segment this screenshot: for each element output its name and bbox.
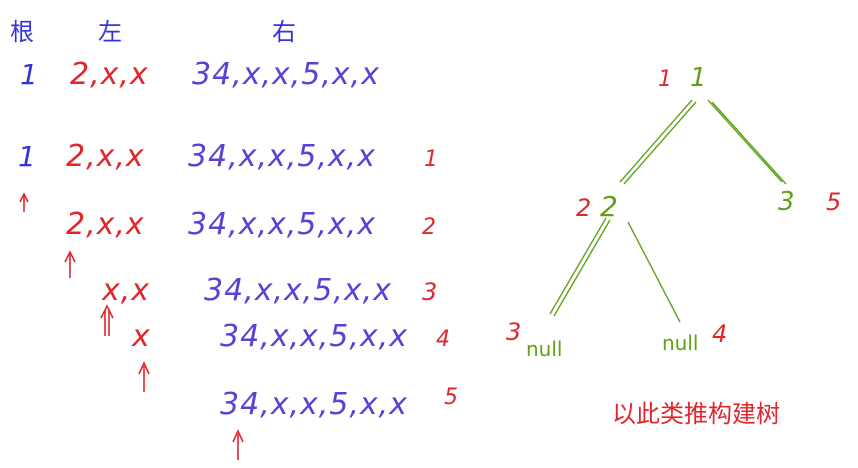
row2-left: 2,x,x: [66, 139, 145, 174]
edge-left-rightleaf: [627, 221, 681, 323]
pointer-arrow-3: [100, 304, 114, 336]
header-left: 左: [98, 18, 122, 46]
row5-step: 4: [436, 327, 450, 352]
tree-leftleaf-value: null: [526, 337, 562, 361]
tree-edges: [549, 99, 787, 323]
tree-left-value: 2: [600, 190, 618, 223]
pointer-arrow-2: [64, 250, 76, 278]
tree-root-value: 1: [690, 63, 707, 93]
row4-left: x,x: [101, 273, 150, 308]
row3-step: 2: [422, 215, 436, 240]
edge-root-left: [619, 99, 693, 183]
row3-right: 34,x,x,5,x,x: [188, 207, 376, 242]
row5-right: 34,x,x,5,x,x: [220, 319, 408, 354]
row6-right: 34,x,x,5,x,x: [220, 387, 408, 422]
tree-rightleaf-order: 4: [712, 320, 727, 348]
row6-step: 5: [444, 385, 458, 410]
row1-right: 34,x,x,5,x,x: [192, 57, 380, 92]
header-root: 根: [10, 18, 34, 46]
tree-leftleaf-order: 3: [506, 318, 521, 346]
row3-left: 2,x,x: [66, 207, 145, 242]
row1-left: 2,x,x: [70, 57, 149, 92]
pointer-arrow-1: [19, 192, 29, 212]
tree-right-order: 5: [826, 188, 841, 216]
edge-root-right: [707, 99, 783, 183]
pointer-arrow-4: [138, 361, 150, 392]
header-right: 右: [272, 18, 296, 46]
tree-right-value: 3: [778, 187, 795, 217]
pointer-arrow-5: [232, 429, 244, 460]
tree-rightleaf-value: null: [662, 331, 698, 355]
row2-step: 1: [424, 147, 438, 172]
row2-right: 34,x,x,5,x,x: [188, 139, 376, 174]
row2-root: 1: [18, 140, 36, 173]
tree-left-order: 2: [576, 194, 591, 222]
row5-left: x: [131, 319, 151, 354]
tree-root-order: 1: [658, 67, 672, 92]
edge-left-leftleaf: [549, 217, 607, 315]
row4-right: 34,x,x,5,x,x: [204, 273, 392, 308]
row1-root: 1: [20, 58, 38, 91]
caption: 以此类推构建树: [612, 400, 780, 428]
row4-step: 3: [422, 278, 437, 306]
